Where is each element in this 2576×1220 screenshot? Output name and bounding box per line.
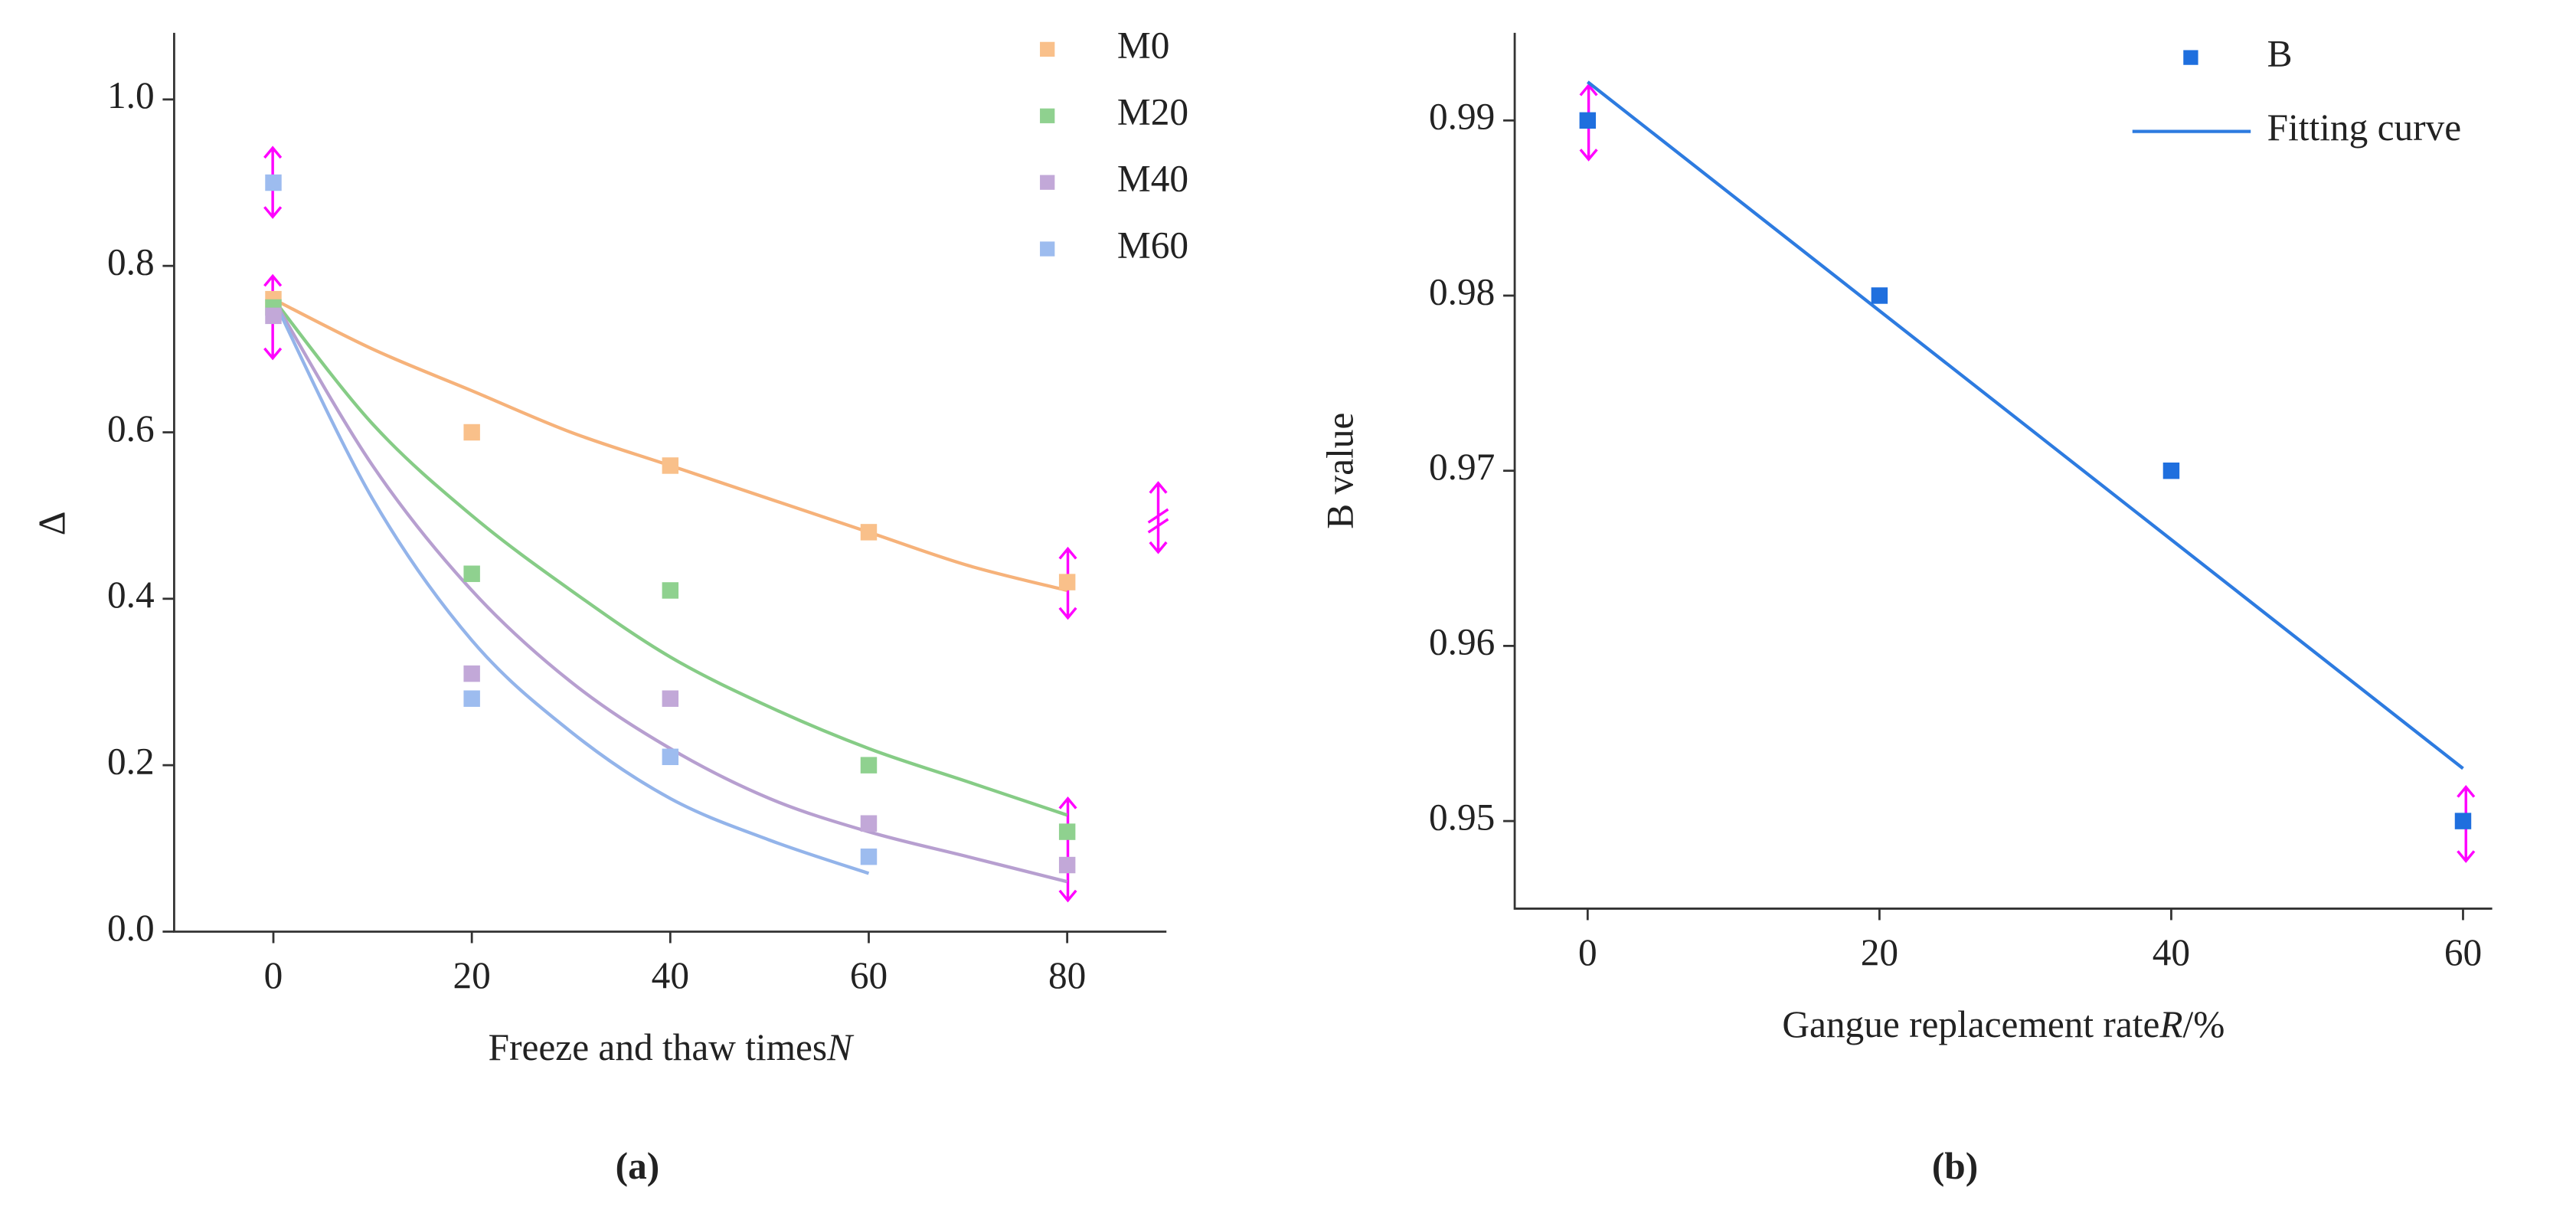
point [860, 757, 878, 774]
point [662, 748, 679, 766]
y-tick-label: 0.97 [1429, 446, 1495, 488]
y-tick-label: 0.98 [1429, 270, 1495, 312]
legend-marker [1040, 241, 1055, 257]
legend-label: M20 [1117, 91, 1188, 133]
x-tick-label: 40 [2153, 931, 2190, 973]
point [1058, 574, 1076, 590]
x-tick-label: 0 [264, 954, 283, 996]
point [463, 665, 480, 682]
point [662, 582, 679, 599]
y-tick-label: 0.6 [107, 407, 155, 450]
y-tick-label: 0.8 [107, 241, 155, 283]
y-tick-label: 0.0 [107, 907, 155, 949]
x-axis-label: Gangue replacement rateR/% [1782, 1003, 2225, 1045]
caption: (b) [1932, 1145, 1978, 1187]
x-tick-label: 40 [652, 954, 689, 996]
x-axis-label: Freeze and thaw timesN [489, 1026, 855, 1068]
x-tick-label: 20 [453, 954, 490, 996]
y-tick-label: 0.99 [1429, 96, 1495, 138]
x-axis-label-text: Freeze and thaw times [489, 1026, 827, 1068]
point [860, 848, 878, 865]
point [1871, 287, 1888, 304]
legend-label: M0 [1117, 25, 1170, 67]
x-tick-label: 80 [1048, 954, 1086, 996]
point [463, 690, 480, 707]
point [2454, 813, 2472, 829]
point [265, 307, 282, 325]
point [1058, 856, 1076, 874]
legend-marker [1040, 108, 1055, 123]
y-tick-label: 0.95 [1429, 796, 1495, 838]
point [463, 565, 480, 582]
legend-label: B [2267, 32, 2293, 74]
x-axis-label-var: R [2159, 1003, 2182, 1045]
x-axis-label-unit: /% [2182, 1003, 2225, 1045]
point [662, 690, 679, 707]
legend-label: Fitting curve [2267, 106, 2461, 149]
fit-line [272, 298, 1068, 884]
x-tick-label: 20 [1861, 931, 1898, 973]
annotations [263, 83, 2476, 903]
fit-line [272, 298, 870, 875]
legend-marker [2183, 50, 2198, 65]
point [860, 524, 878, 541]
x-axis-label-var: N [826, 1026, 855, 1068]
point [2162, 462, 2180, 479]
x-tick-label: 60 [850, 954, 888, 996]
y-axis-label: B value [1319, 413, 1361, 529]
y-tick-label: 1.0 [107, 74, 155, 116]
fit-line [1587, 80, 2464, 770]
point [1058, 823, 1076, 840]
legend-label: M40 [1117, 157, 1188, 199]
point [1579, 112, 1597, 129]
y-tick-label: 0.4 [107, 574, 155, 616]
point [860, 815, 878, 832]
legend-marker [1040, 175, 1055, 190]
y-tick-label: 0.2 [107, 740, 155, 782]
x-tick-label: 60 [2444, 931, 2482, 973]
point [463, 424, 480, 441]
caption: (a) [616, 1145, 660, 1187]
legend-label: M60 [1117, 224, 1188, 266]
x-tick-label: 0 [1578, 931, 1597, 973]
y-axis-label: Δ [31, 511, 73, 535]
legend-marker [1040, 41, 1055, 57]
point [265, 174, 282, 191]
fit-line [272, 298, 1068, 817]
x-axis-label-text: Gangue replacement rate [1782, 1003, 2159, 1045]
axes [1513, 32, 2493, 910]
point [662, 457, 679, 474]
y-tick-label: 0.96 [1429, 621, 1495, 663]
